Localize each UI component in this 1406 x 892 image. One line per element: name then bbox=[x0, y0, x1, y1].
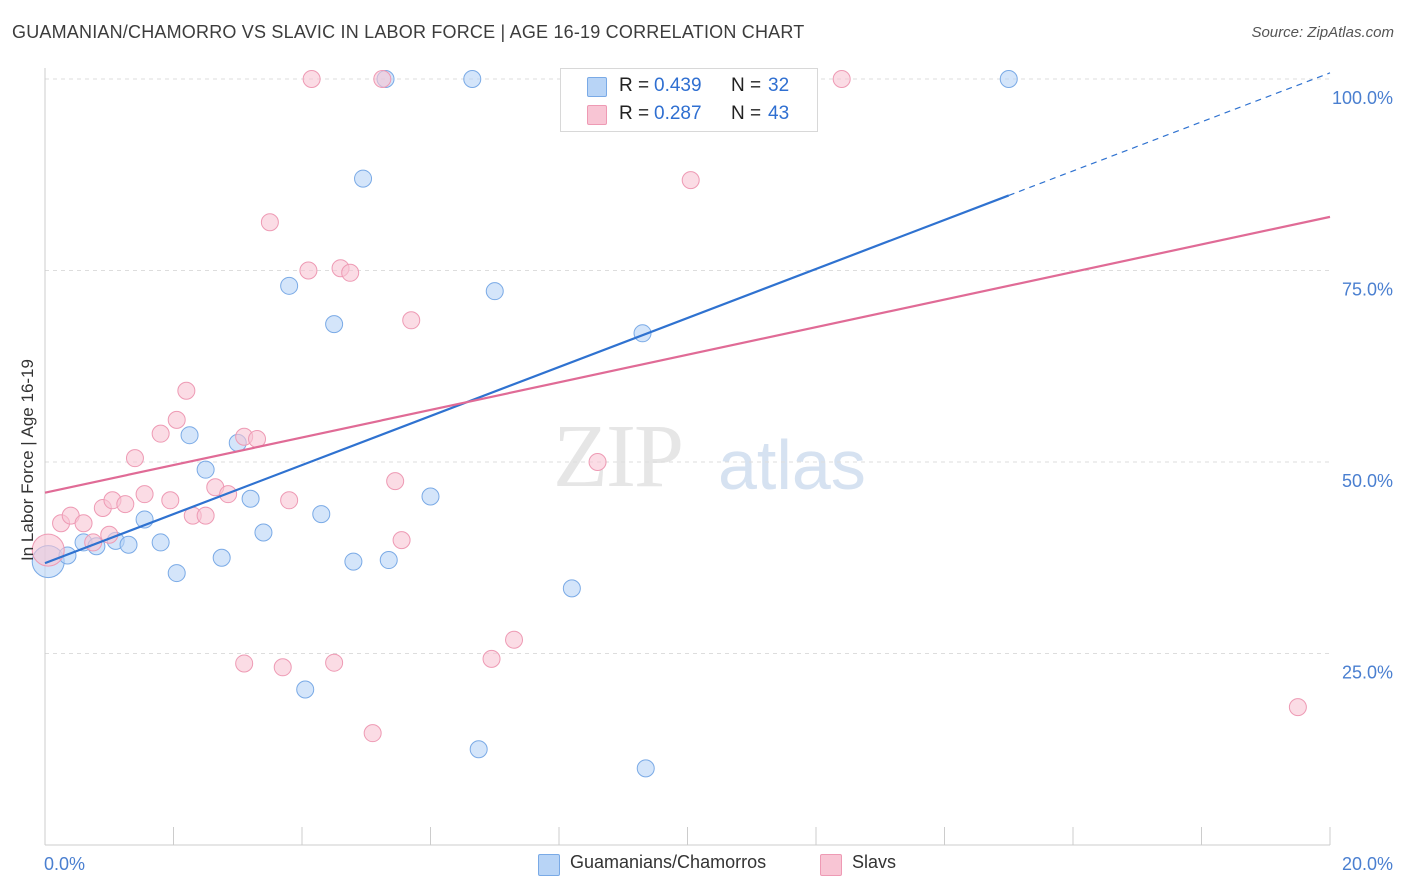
guamanian-point bbox=[212, 548, 231, 567]
source-label: Source: ZipAtlas.com bbox=[1251, 24, 1394, 41]
legend-r-label: R = bbox=[619, 75, 650, 96]
slav-point bbox=[273, 658, 292, 677]
slav-point bbox=[373, 70, 392, 88]
guamanian-point bbox=[485, 282, 504, 301]
slav-point bbox=[402, 311, 421, 330]
stats-legend: R = 0.439 N = 32 R = 0.287 N = 43 bbox=[560, 68, 818, 132]
y-tick-label: 75.0% bbox=[1342, 280, 1393, 300]
watermark-zip: ZIP bbox=[553, 407, 684, 506]
slav-point bbox=[588, 453, 607, 471]
slav-point bbox=[363, 724, 382, 743]
legend-r-value: 0.287 bbox=[654, 103, 702, 124]
slav-point bbox=[196, 506, 215, 525]
guamanian-point bbox=[180, 426, 199, 445]
slav-point bbox=[1288, 698, 1307, 717]
slav-point bbox=[325, 653, 344, 672]
slav-point bbox=[280, 491, 299, 510]
guamanian-point bbox=[562, 579, 581, 598]
guamanian-point bbox=[151, 533, 170, 552]
guamanian-point bbox=[167, 564, 186, 583]
legend-n-value: 43 bbox=[768, 103, 790, 124]
legend-swatch-blue bbox=[538, 854, 560, 876]
slav-point bbox=[302, 70, 321, 88]
slav-point bbox=[135, 485, 154, 504]
slav-point bbox=[260, 213, 279, 232]
guamanian-point bbox=[280, 276, 299, 295]
guamanian-point bbox=[463, 70, 482, 88]
slav-point bbox=[482, 649, 501, 668]
legend-swatch-pink bbox=[587, 105, 607, 125]
x-tick-label: 20.0% bbox=[1342, 854, 1393, 874]
guamanian-point bbox=[312, 505, 331, 524]
legend-n-label: N = bbox=[731, 75, 762, 96]
slav-point bbox=[74, 514, 93, 533]
guamanian-point bbox=[344, 552, 363, 571]
slav-point bbox=[341, 263, 360, 282]
guamanian-point bbox=[254, 523, 273, 542]
guamanian-point bbox=[636, 759, 655, 778]
guamanian-trendline bbox=[44, 194, 1010, 565]
guamanian-point bbox=[296, 680, 315, 699]
guamanian-point bbox=[196, 460, 215, 479]
legend-r-label: R = bbox=[619, 103, 650, 124]
guamanian-point bbox=[119, 535, 138, 554]
legend-row-guamanians: R = 0.439 N = 32 bbox=[561, 73, 817, 101]
guamanian-point bbox=[354, 169, 373, 188]
slav-point bbox=[832, 70, 851, 88]
slav-point bbox=[125, 449, 144, 468]
slav-point bbox=[505, 630, 524, 649]
chart-title: GUAMANIAN/CHAMORRO VS SLAVIC IN LABOR FO… bbox=[12, 22, 805, 42]
y-tick-label: 100.0% bbox=[1332, 88, 1393, 108]
x-tick-label: 0.0% bbox=[44, 854, 85, 874]
legend-r-value: 0.439 bbox=[654, 75, 702, 96]
slav-point bbox=[392, 531, 411, 550]
y-axis-title: In Labor Force | Age 16-19 bbox=[18, 359, 37, 561]
legend-n-label: N = bbox=[731, 103, 762, 124]
legend-swatch-blue bbox=[587, 77, 607, 97]
legend-row-slavs: R = 0.287 N = 43 bbox=[561, 101, 817, 129]
guamanian-point bbox=[379, 551, 398, 570]
legend-label-slavs: Slavs bbox=[852, 852, 897, 872]
slav-point bbox=[299, 261, 318, 280]
legend-swatch-pink bbox=[820, 854, 842, 876]
guamanian-point bbox=[999, 70, 1018, 88]
slav-point bbox=[161, 491, 180, 510]
slav-point bbox=[151, 424, 170, 443]
legend-label-guamanians: Guamanians/Chamorros bbox=[570, 852, 767, 872]
guamanian-point bbox=[421, 487, 440, 506]
y-tick-label: 25.0% bbox=[1342, 663, 1393, 683]
slav-point bbox=[177, 381, 196, 400]
watermark-atlas: atlas bbox=[718, 426, 866, 504]
slav-point bbox=[386, 472, 405, 491]
slav-point bbox=[167, 410, 186, 429]
guamanian-trendline-extension bbox=[1008, 72, 1331, 196]
guamanian-point bbox=[469, 740, 488, 759]
slav-point bbox=[235, 654, 254, 673]
slav-point bbox=[681, 171, 700, 190]
guamanian-point bbox=[241, 489, 260, 508]
guamanian-point bbox=[325, 315, 344, 334]
y-tick-label: 50.0% bbox=[1342, 471, 1393, 491]
slav-trendline bbox=[44, 215, 1331, 494]
slav-point bbox=[116, 495, 135, 514]
legend-n-value: 32 bbox=[768, 75, 790, 96]
